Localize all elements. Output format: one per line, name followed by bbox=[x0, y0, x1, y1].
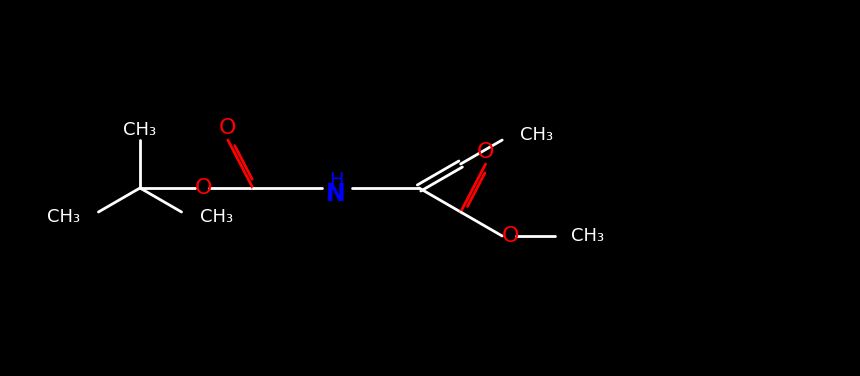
Text: CH₃: CH₃ bbox=[124, 121, 157, 139]
Text: H: H bbox=[329, 170, 343, 190]
Text: O: O bbox=[501, 226, 519, 246]
Text: CH₃: CH₃ bbox=[47, 208, 81, 226]
Text: O: O bbox=[476, 142, 494, 162]
Text: CH₃: CH₃ bbox=[571, 227, 604, 245]
Text: N: N bbox=[326, 182, 346, 206]
Text: CH₃: CH₃ bbox=[520, 126, 553, 144]
Text: CH₃: CH₃ bbox=[200, 208, 233, 226]
Text: O: O bbox=[219, 118, 237, 138]
Text: O: O bbox=[194, 178, 212, 198]
